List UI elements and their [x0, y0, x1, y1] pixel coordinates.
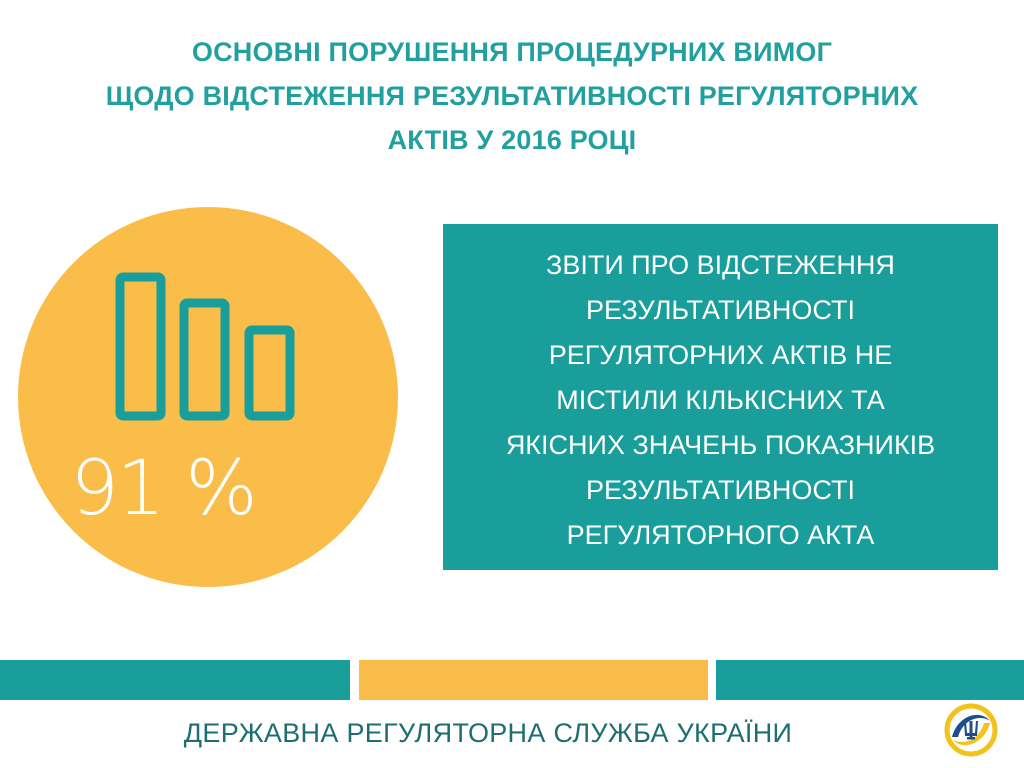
footer-stripe-right — [716, 660, 1024, 700]
organization-name: ДЕРЖАВНА РЕГУЛЯТОРНА СЛУЖБА УКРАЇНИ — [0, 713, 1024, 753]
emblem-logo-icon — [944, 703, 998, 757]
info-line-4: МІСТИЛИ КІЛЬКІСНИХ ТА — [556, 384, 885, 415]
info-line-5: ЯКІСНИХ ЗНАЧЕНЬ ПОКАЗНИКІВ — [505, 429, 936, 460]
bar-chart-icon-bar-3 — [244, 325, 295, 421]
stat-percentage: 91 % — [70, 443, 257, 532]
bar-chart-icon-bar-2 — [179, 298, 230, 421]
page-title: ОСНОВНІ ПОРУШЕННЯ ПРОЦЕДУРНИХ ВИМОГ ЩОДО… — [0, 30, 1024, 162]
bar-chart-icon — [115, 272, 295, 421]
logo-swoosh-yellow — [952, 723, 990, 746]
info-line-2: РЕЗУЛЬТАТИВНОСТІ — [586, 294, 855, 325]
info-line-1: ЗВІТИ ПРО ВІДСТЕЖЕННЯ — [546, 249, 895, 280]
footer-stripe-middle — [359, 660, 708, 700]
logo-swoosh-blue — [952, 714, 990, 737]
info-line-7: РЕГУЛЯТОРНОГО АКТА — [566, 519, 875, 550]
bar-chart-icon-bar-1 — [115, 272, 166, 421]
title-line-3: АКТІВ У 2016 РОЦІ — [387, 125, 637, 155]
stat-circle — [18, 207, 398, 587]
title-line-1: ОСНОВНІ ПОРУШЕННЯ ПРОЦЕДУРНИХ ВИМОГ — [191, 37, 833, 67]
title-line-2: ЩОДО ВІДСТЕЖЕННЯ РЕЗУЛЬТАТИВНОСТІ РЕГУЛЯ… — [105, 81, 919, 111]
info-line-6: РЕЗУЛЬТАТИВНОСТІ — [586, 474, 855, 505]
info-box: ЗВІТИ ПРО ВІДСТЕЖЕННЯ РЕЗУЛЬТАТИВНОСТІ Р… — [443, 224, 998, 570]
info-line-3: РЕГУЛЯТОРНИХ АКТІВ НЕ — [548, 339, 893, 370]
info-text: ЗВІТИ ПРО ВІДСТЕЖЕННЯ РЕЗУЛЬТАТИВНОСТІ Р… — [506, 237, 935, 558]
logo-trident — [964, 721, 978, 740]
organization-name-label: ДЕРЖАВНА РЕГУЛЯТОРНА СЛУЖБА УКРАЇНИ — [183, 718, 793, 748]
footer-stripe-left — [0, 660, 350, 700]
